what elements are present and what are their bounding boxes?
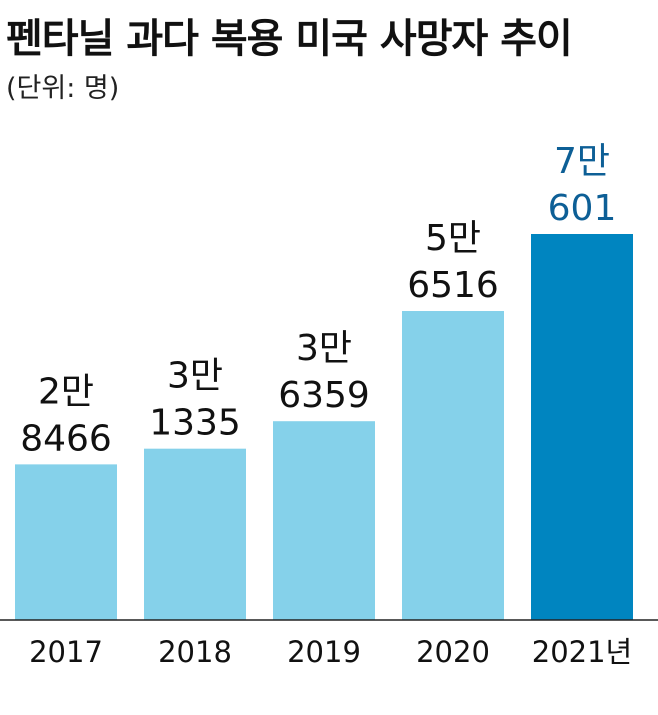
value-label-line1-4: 7만: [554, 141, 610, 182]
value-label-line1-1: 3만: [167, 356, 223, 397]
chart-title: 펜타닐 과다 복용 미국 사망자 추이: [6, 16, 573, 62]
x-tick-label-4: 2021년: [532, 635, 632, 669]
x-tick-label-0: 2017: [29, 635, 103, 669]
value-label-line2-3: 6516: [407, 265, 499, 306]
bar-3: [402, 311, 504, 620]
value-label-line2-0: 8466: [20, 418, 112, 459]
bar-2: [273, 421, 375, 620]
x-tick-label-3: 2020: [416, 635, 490, 669]
x-tick-label-1: 2018: [158, 635, 232, 669]
value-label-line2-4: 601: [548, 188, 617, 229]
value-label-line1-0: 2만: [38, 371, 94, 412]
bar-4: [531, 234, 633, 620]
value-label-line1-3: 5만: [425, 218, 481, 259]
value-label-line1-2: 3만: [296, 328, 352, 369]
bar-1: [144, 448, 246, 620]
chart-unit-subtitle: (단위: 명): [6, 73, 120, 104]
x-tick-label-2: 2019: [287, 635, 361, 669]
value-label-line2-1: 1335: [149, 403, 241, 444]
bar-0: [15, 464, 117, 620]
value-label-line2-2: 6359: [278, 375, 370, 416]
